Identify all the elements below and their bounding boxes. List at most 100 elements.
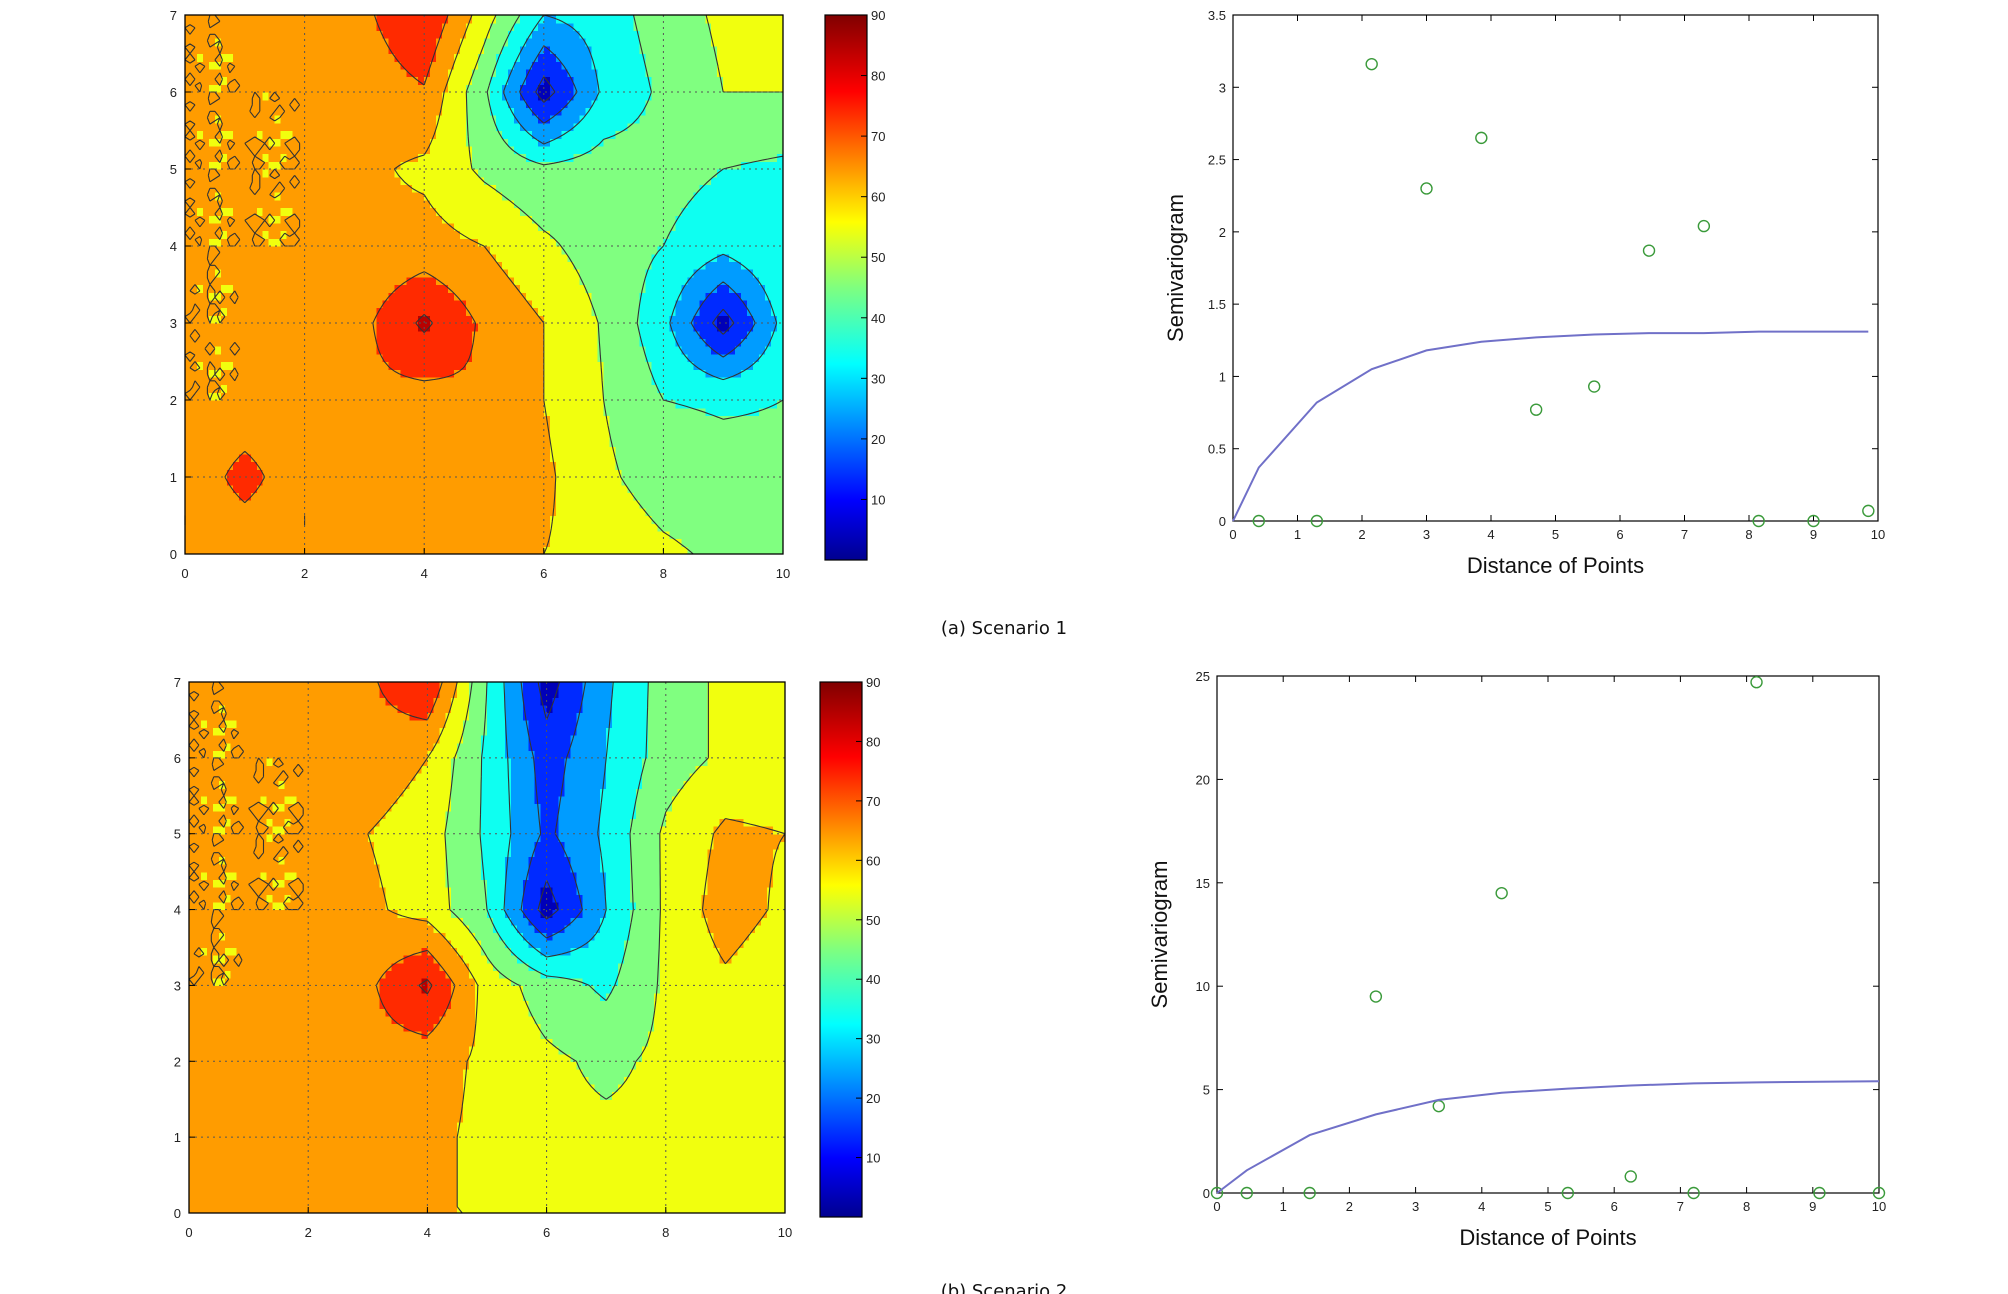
contour-cell bbox=[466, 292, 473, 301]
contour-cell bbox=[268, 469, 276, 478]
contour-cell bbox=[549, 346, 557, 355]
contour-cell bbox=[621, 430, 629, 440]
contour-cell bbox=[430, 477, 437, 486]
contour-cell bbox=[232, 276, 240, 286]
contour-cell bbox=[501, 307, 509, 316]
contour-cell bbox=[460, 477, 467, 486]
contour-cell bbox=[693, 338, 700, 347]
contour-cell bbox=[208, 346, 216, 355]
contour-cell bbox=[627, 207, 635, 216]
contour-cell bbox=[579, 169, 587, 178]
contour-cell bbox=[334, 238, 342, 247]
contour-cell bbox=[358, 338, 365, 347]
contour-cell bbox=[651, 330, 659, 339]
contour-cell bbox=[735, 384, 742, 393]
contour-cell bbox=[280, 215, 288, 224]
contour-cell bbox=[561, 523, 569, 532]
contour-cell bbox=[603, 299, 611, 309]
contour-cell bbox=[603, 392, 611, 401]
contour-cell bbox=[519, 315, 527, 324]
contour-cell bbox=[771, 530, 778, 540]
contour-cell bbox=[238, 169, 246, 178]
contour-cell bbox=[519, 461, 527, 470]
contour-cell bbox=[549, 238, 557, 247]
contour-cell bbox=[376, 207, 383, 216]
contour-cell bbox=[597, 269, 605, 278]
contour-cell bbox=[406, 192, 413, 201]
contour-cell bbox=[340, 500, 348, 509]
contour-cell bbox=[519, 438, 527, 447]
contour-cell bbox=[495, 307, 503, 316]
contour-cell bbox=[621, 507, 629, 517]
contour-cell bbox=[663, 261, 670, 270]
contour-cell bbox=[298, 546, 306, 555]
contour-cell bbox=[651, 222, 659, 232]
contour-cell bbox=[484, 353, 491, 363]
contour-cell bbox=[501, 492, 509, 501]
contour-cell bbox=[460, 338, 467, 347]
contour-cell bbox=[723, 315, 730, 324]
contour-cell bbox=[466, 207, 473, 216]
contour-cell bbox=[478, 338, 485, 347]
contour-cell bbox=[328, 400, 336, 409]
contour-cell bbox=[645, 369, 653, 378]
contour-cell bbox=[436, 184, 443, 193]
contour-cell bbox=[412, 400, 419, 409]
contour-cell bbox=[663, 484, 670, 493]
contour-cell bbox=[663, 500, 670, 509]
contour-cell bbox=[436, 469, 443, 478]
contour-cell bbox=[340, 269, 348, 278]
contour-cell bbox=[573, 477, 581, 486]
contour-cell bbox=[633, 330, 641, 339]
contour-cell bbox=[645, 392, 653, 401]
contour-cell bbox=[711, 500, 718, 509]
contour-cell bbox=[585, 307, 593, 316]
contour-cell bbox=[460, 361, 467, 370]
contour-cell bbox=[639, 215, 647, 224]
contour-cell bbox=[460, 284, 467, 293]
contour-cell bbox=[513, 546, 521, 555]
contour-cell bbox=[220, 276, 228, 286]
contour-cell bbox=[454, 222, 461, 232]
contour-cell bbox=[394, 338, 401, 347]
contour-cell bbox=[406, 530, 413, 540]
contour-cell bbox=[406, 176, 413, 185]
contour-cell bbox=[729, 292, 736, 301]
contour-cell bbox=[561, 238, 569, 247]
contour-cell bbox=[585, 438, 593, 447]
contour-cell bbox=[262, 261, 270, 270]
contour-cell bbox=[478, 215, 485, 224]
contour-cell bbox=[651, 323, 659, 332]
contour-cell bbox=[765, 384, 772, 393]
contour-cell bbox=[645, 384, 653, 393]
contour-cell bbox=[382, 484, 389, 493]
contour-cell bbox=[370, 199, 377, 209]
contour-cell bbox=[322, 438, 330, 447]
contour-cell bbox=[549, 215, 557, 224]
contour-cell bbox=[561, 292, 569, 301]
contour-cell bbox=[567, 215, 575, 224]
contour-cell bbox=[250, 215, 258, 224]
contour-cell bbox=[376, 199, 383, 209]
contour-cell bbox=[424, 369, 431, 378]
contour-cell bbox=[759, 307, 766, 316]
contour-cell bbox=[609, 230, 617, 239]
contour-cell bbox=[717, 346, 724, 355]
contour-cell bbox=[250, 284, 258, 293]
contour-cell bbox=[597, 546, 605, 555]
contour-cell bbox=[358, 407, 365, 416]
contour-cell bbox=[454, 215, 461, 224]
contour-cell bbox=[537, 515, 545, 524]
contour-cell bbox=[298, 438, 306, 447]
contour-cell bbox=[615, 307, 623, 316]
contour-cell bbox=[525, 346, 533, 355]
contour-cell bbox=[328, 361, 336, 370]
contour-cell bbox=[759, 246, 766, 255]
contour-cell bbox=[489, 523, 497, 532]
contour-cell bbox=[292, 276, 300, 286]
contour-cell bbox=[645, 299, 653, 309]
contour-cell bbox=[531, 230, 539, 239]
contour-cell bbox=[436, 461, 443, 470]
contour-cell bbox=[543, 299, 551, 309]
contour-cell bbox=[346, 246, 354, 255]
